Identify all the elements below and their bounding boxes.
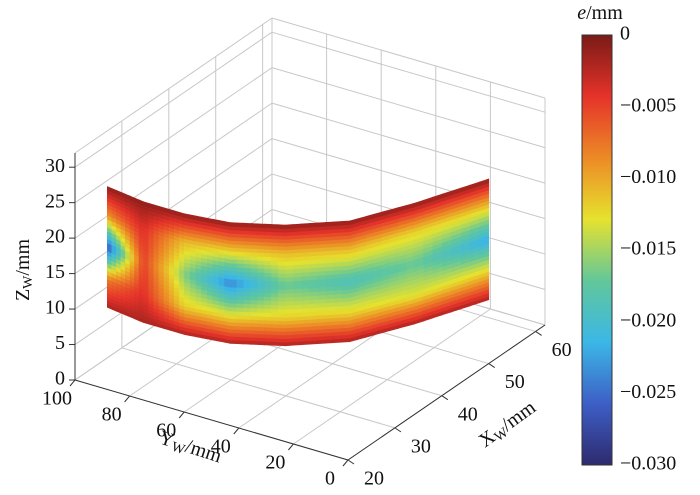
z-title-unit: /mm <box>12 239 34 276</box>
surface-patch <box>229 262 238 268</box>
colorbar-tick-label: −0.015 <box>620 238 676 260</box>
wall-grid-z <box>74 31 273 168</box>
surface-patch <box>257 223 266 229</box>
z-title-main: Z <box>12 289 34 301</box>
colorbar-tick-label: −0.020 <box>620 309 676 331</box>
surface-patch <box>292 223 302 229</box>
surface-patch <box>325 221 335 227</box>
wall-grid-z <box>271 67 546 149</box>
surface-patch <box>229 222 238 227</box>
x-tick <box>347 459 355 465</box>
surface-patch <box>224 221 231 227</box>
surface-patch <box>184 213 191 220</box>
floor-grid-y <box>293 308 491 445</box>
y-tick <box>124 395 130 403</box>
y-tick <box>69 379 76 387</box>
surface-patch <box>218 220 226 226</box>
surface-patch <box>206 217 214 224</box>
surface-patch <box>271 292 279 298</box>
surface-patch <box>333 221 343 227</box>
axis-line <box>74 379 349 461</box>
z-tick-label: 0 <box>55 368 65 390</box>
colorbar-tick-label: −0.030 <box>620 453 676 475</box>
colorbar-tick-label: −0.010 <box>620 166 676 188</box>
colorbar-title-var: e <box>577 2 586 24</box>
y-tick-label: 60 <box>156 420 176 442</box>
y-tick <box>342 459 349 467</box>
x-tick <box>394 427 402 433</box>
y-tick <box>233 427 240 435</box>
surface <box>107 178 490 347</box>
colorbar-title: e/mm <box>577 2 623 24</box>
x-axis-title: XW/mm <box>475 396 542 454</box>
surface-patch <box>264 223 272 229</box>
wall-grid-z <box>271 138 546 220</box>
y-tick-label: 20 <box>265 452 285 474</box>
y-tick <box>178 411 185 419</box>
surface-patch <box>243 299 252 305</box>
surface-patch <box>243 222 252 228</box>
surface-patch <box>317 222 326 228</box>
surface-patch <box>201 216 208 223</box>
colorbar-tick-label: −0.025 <box>620 381 676 403</box>
x-tick-label: 50 <box>505 371 525 393</box>
surface-patch <box>257 295 266 301</box>
z-title-sub: W <box>21 275 36 289</box>
y-axis-title: YW/mm <box>156 426 225 469</box>
colorbar-title-unit: /mm <box>586 2 623 24</box>
colorbar-tick-label: −0.005 <box>620 94 676 116</box>
z-tick-label: 30 <box>45 155 65 177</box>
y-title-main: Y <box>156 426 177 451</box>
surface-patch <box>189 214 197 221</box>
surface-patch <box>264 252 272 258</box>
surface-patch <box>277 288 286 294</box>
wall-grid-z <box>74 67 273 204</box>
surface-patch <box>243 259 252 265</box>
surface-patch <box>284 224 294 230</box>
axis-line <box>347 324 546 461</box>
z-tick-label: 5 <box>55 332 65 354</box>
wall-grid-z <box>271 102 546 184</box>
x-tick-label: 60 <box>552 339 572 361</box>
floor-grid-x <box>121 347 396 429</box>
surface-patch <box>195 215 203 222</box>
box-edge <box>271 17 546 99</box>
colorbar <box>581 34 613 466</box>
x-tick <box>488 363 495 368</box>
y-title-sub: W <box>169 440 187 459</box>
y-tick-label: 100 <box>42 388 72 410</box>
surface-patch <box>250 223 259 228</box>
surface-patch <box>229 302 238 308</box>
surface-patch <box>478 178 490 187</box>
y-tick <box>288 443 294 451</box>
wall-grid-z <box>271 31 546 113</box>
x-tick-label: 40 <box>458 403 478 425</box>
z-tick-label: 15 <box>45 261 65 283</box>
y-tick-label: 40 <box>211 436 231 458</box>
surface-patch <box>212 218 220 225</box>
x-tick <box>535 331 542 336</box>
box-edge <box>74 17 273 154</box>
surface-patch <box>271 224 279 229</box>
z-tick-label: 25 <box>45 190 65 212</box>
x-tick-label: 30 <box>411 435 431 457</box>
z-tick-label: 10 <box>45 297 65 319</box>
z-tick-label: 20 <box>45 226 65 248</box>
surface-patch <box>308 222 318 228</box>
x-tick <box>441 395 449 401</box>
labels: 20304050600204060801000510152025300−0.00… <box>42 23 676 490</box>
surface-patch <box>250 255 259 261</box>
surface-patch <box>300 223 310 229</box>
z-axis-title: ZW/mm <box>12 239 37 302</box>
surface-patch <box>236 222 245 228</box>
surface-patch <box>277 224 286 230</box>
y-tick-label: 80 <box>102 404 122 426</box>
surface-patch <box>341 220 351 226</box>
x-tick-label: 20 <box>364 468 384 490</box>
colorbar-tick-label: 0 <box>620 23 630 45</box>
y-tick-label: 0 <box>325 468 335 490</box>
